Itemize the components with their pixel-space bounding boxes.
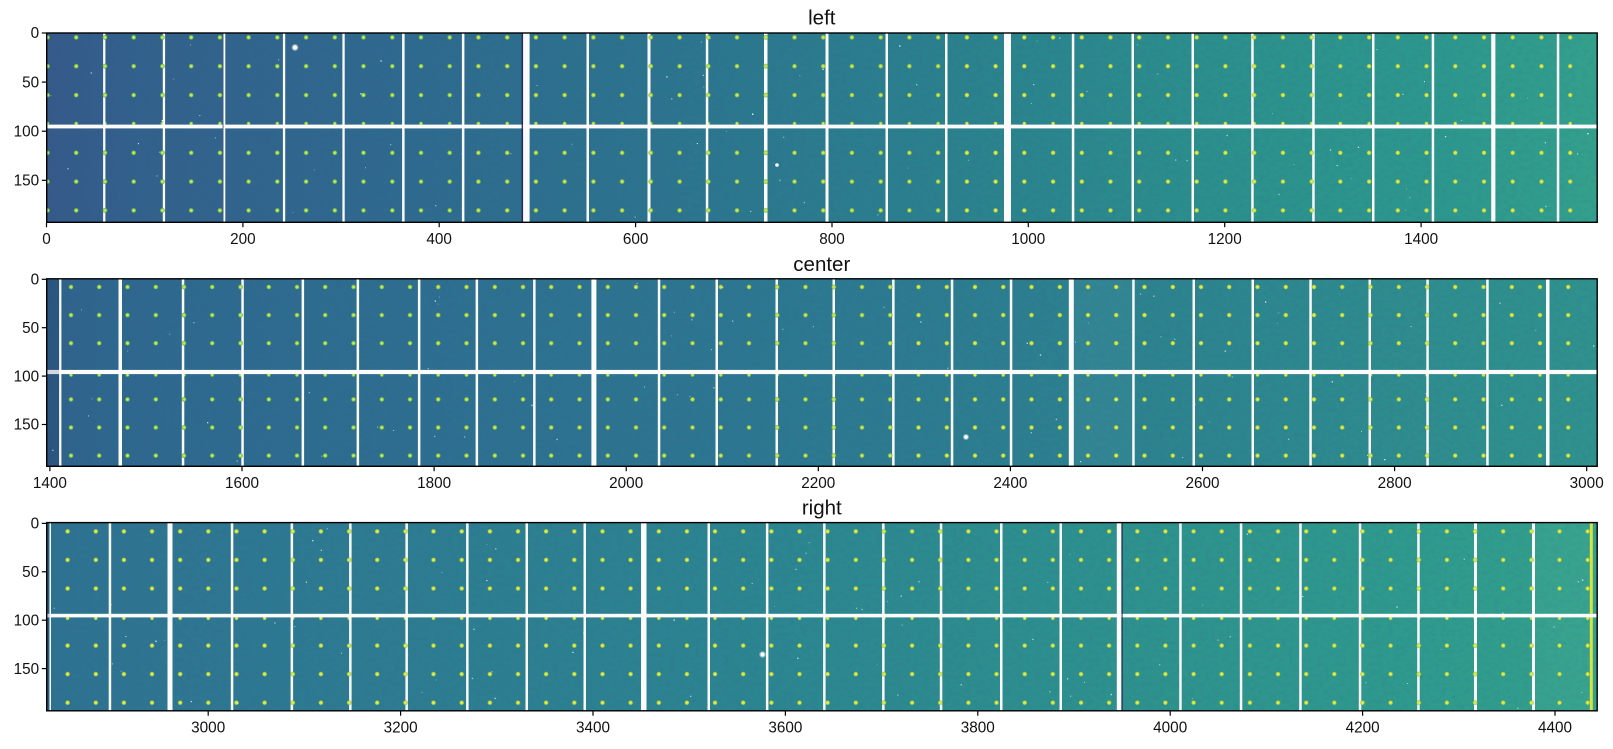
svg-text:3600: 3600 [768,720,802,737]
svg-text:400: 400 [426,231,452,248]
svg-text:1800: 1800 [417,475,451,492]
svg-text:150: 150 [14,173,40,190]
svg-text:right: right [802,496,842,519]
svg-text:2000: 2000 [609,475,643,492]
svg-text:50: 50 [22,320,39,337]
svg-text:600: 600 [623,231,649,248]
svg-text:3000: 3000 [191,720,225,737]
svg-text:150: 150 [14,417,40,434]
svg-text:50: 50 [22,564,39,581]
svg-text:100: 100 [14,368,40,385]
svg-text:center: center [793,253,850,276]
svg-text:2600: 2600 [1185,475,1219,492]
svg-text:0: 0 [31,272,40,289]
svg-text:4200: 4200 [1346,720,1380,737]
svg-text:3800: 3800 [961,720,995,737]
svg-text:1400: 1400 [33,475,67,492]
svg-text:left: left [808,6,836,29]
svg-text:4000: 4000 [1153,720,1187,737]
svg-text:2800: 2800 [1378,475,1412,492]
svg-text:800: 800 [819,231,845,248]
svg-text:150: 150 [14,661,40,678]
svg-text:1000: 1000 [1011,231,1045,248]
svg-text:0: 0 [42,231,51,248]
svg-text:100: 100 [14,123,40,140]
svg-text:100: 100 [14,612,40,629]
svg-text:0: 0 [31,516,40,533]
svg-text:4400: 4400 [1538,720,1572,737]
svg-text:200: 200 [230,231,256,248]
svg-text:3000: 3000 [1570,475,1604,492]
svg-text:0: 0 [31,25,40,42]
svg-text:1600: 1600 [225,475,259,492]
svg-text:3400: 3400 [576,720,610,737]
svg-text:50: 50 [22,74,39,91]
svg-text:1400: 1400 [1404,231,1438,248]
svg-text:2200: 2200 [801,475,835,492]
svg-text:1200: 1200 [1208,231,1242,248]
svg-text:3200: 3200 [384,720,418,737]
svg-text:2400: 2400 [993,475,1027,492]
